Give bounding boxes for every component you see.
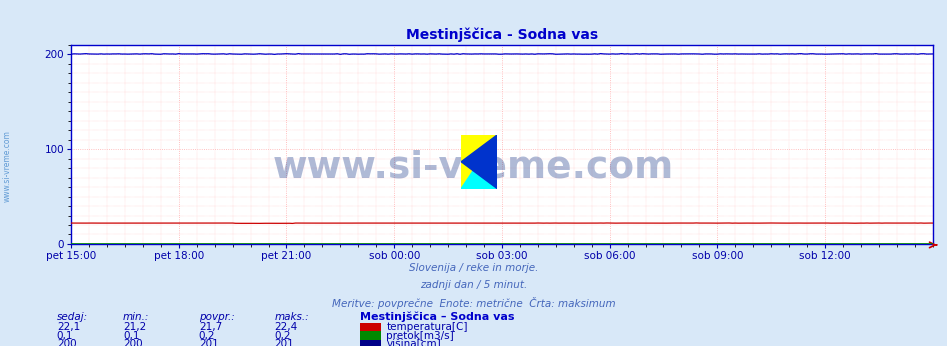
Text: 200: 200 — [57, 339, 77, 346]
Text: temperatura[C]: temperatura[C] — [386, 322, 468, 332]
Text: povpr.:: povpr.: — [199, 312, 235, 321]
Text: zadnji dan / 5 minut.: zadnji dan / 5 minut. — [420, 281, 527, 290]
Title: Mestinjščica - Sodna vas: Mestinjščica - Sodna vas — [406, 28, 598, 43]
Text: Slovenija / reke in morje.: Slovenija / reke in morje. — [409, 263, 538, 273]
Text: www.si-vreme.com: www.si-vreme.com — [273, 150, 674, 186]
Text: www.si-vreme.com: www.si-vreme.com — [3, 130, 12, 202]
Text: Meritve: povprečne  Enote: metrične  Črta: maksimum: Meritve: povprečne Enote: metrične Črta:… — [331, 297, 616, 309]
Polygon shape — [461, 135, 497, 189]
Polygon shape — [461, 135, 497, 189]
Text: sedaj:: sedaj: — [57, 312, 88, 321]
Bar — [360, 340, 381, 346]
Text: maks.:: maks.: — [275, 312, 310, 321]
Text: pretok[m3/s]: pretok[m3/s] — [386, 331, 455, 340]
Text: 200: 200 — [123, 339, 143, 346]
Bar — [360, 323, 381, 331]
Text: Mestinjščica – Sodna vas: Mestinjščica – Sodna vas — [360, 311, 514, 322]
Text: 201: 201 — [275, 339, 295, 346]
Bar — [360, 331, 381, 340]
Text: 0,2: 0,2 — [275, 331, 291, 340]
Text: 0,2: 0,2 — [199, 331, 215, 340]
Text: 0,1: 0,1 — [123, 331, 139, 340]
Text: 201: 201 — [199, 339, 219, 346]
Text: 22,1: 22,1 — [57, 322, 80, 332]
Text: min.:: min.: — [123, 312, 150, 321]
Text: 0,1: 0,1 — [57, 331, 73, 340]
Text: višina[cm]: višina[cm] — [386, 339, 441, 346]
Text: 21,7: 21,7 — [199, 322, 223, 332]
Text: 21,2: 21,2 — [123, 322, 147, 332]
Text: 22,4: 22,4 — [275, 322, 298, 332]
Polygon shape — [461, 135, 497, 189]
